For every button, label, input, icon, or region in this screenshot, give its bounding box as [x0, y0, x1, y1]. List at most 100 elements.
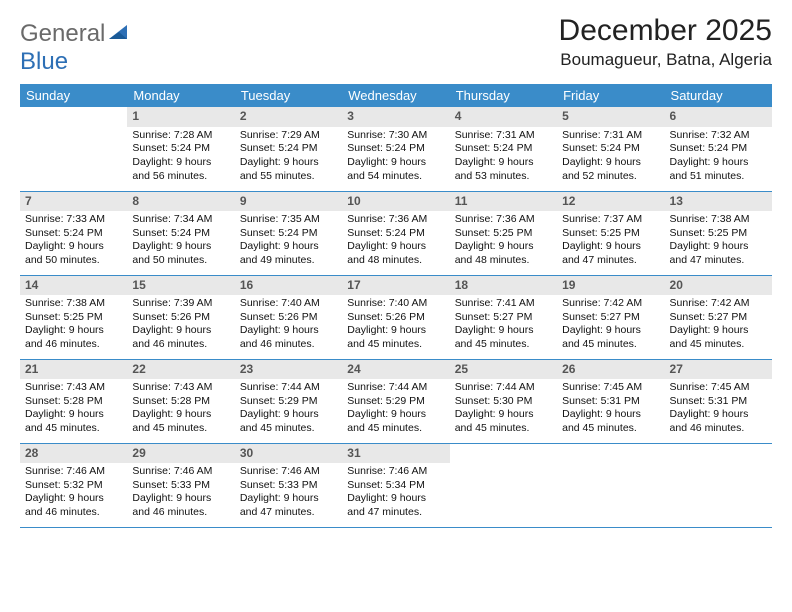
calendar-cell: 31Sunrise: 7:46 AMSunset: 5:34 PMDayligh…	[342, 443, 449, 527]
calendar-row: 28Sunrise: 7:46 AMSunset: 5:32 PMDayligh…	[20, 443, 772, 527]
day-details: Sunrise: 7:31 AMSunset: 5:24 PMDaylight:…	[557, 127, 664, 188]
calendar-cell: 2Sunrise: 7:29 AMSunset: 5:24 PMDaylight…	[235, 107, 342, 191]
day-details: Sunrise: 7:32 AMSunset: 5:24 PMDaylight:…	[665, 127, 772, 188]
sunrise-line: Sunrise: 7:39 AM	[132, 297, 229, 311]
day-number: 23	[235, 360, 342, 380]
day-number: 28	[20, 444, 127, 464]
calendar-cell: 27Sunrise: 7:45 AMSunset: 5:31 PMDayligh…	[665, 359, 772, 443]
calendar-table: SundayMondayTuesdayWednesdayThursdayFrid…	[20, 84, 772, 528]
calendar-cell: 20Sunrise: 7:42 AMSunset: 5:27 PMDayligh…	[665, 275, 772, 359]
calendar-cell: 23Sunrise: 7:44 AMSunset: 5:29 PMDayligh…	[235, 359, 342, 443]
day-details: Sunrise: 7:44 AMSunset: 5:29 PMDaylight:…	[235, 379, 342, 440]
day-details: Sunrise: 7:46 AMSunset: 5:32 PMDaylight:…	[20, 463, 127, 524]
weekday-header: Sunday	[20, 84, 127, 107]
sunrise-line: Sunrise: 7:34 AM	[132, 213, 229, 227]
daylight-line: Daylight: 9 hours and 49 minutes.	[240, 240, 337, 267]
calendar-row: 14Sunrise: 7:38 AMSunset: 5:25 PM Dayligh…	[20, 275, 772, 359]
day-details: Sunrise: 7:42 AMSunset: 5:27 PMDaylight:…	[665, 295, 772, 356]
sunset-line: Sunset: 5:24 PM	[132, 227, 229, 241]
calendar-cell: 21Sunrise: 7:43 AMSunset: 5:28 PMDayligh…	[20, 359, 127, 443]
calendar-cell: 19Sunrise: 7:42 AMSunset: 5:27 PMDayligh…	[557, 275, 664, 359]
sunrise-line: Sunrise: 7:31 AM	[455, 129, 552, 143]
day-details: Sunrise: 7:36 AMSunset: 5:24 PMDaylight:…	[342, 211, 449, 272]
day-details: Sunrise: 7:44 AMSunset: 5:30 PMDaylight:…	[450, 379, 557, 440]
sunrise-line: Sunrise: 7:30 AM	[347, 129, 444, 143]
sunrise-line: Sunrise: 7:36 AM	[455, 213, 552, 227]
day-details: Sunrise: 7:29 AMSunset: 5:24 PMDaylight:…	[235, 127, 342, 188]
sunrise-line: Sunrise: 7:36 AM	[347, 213, 444, 227]
sunrise-line: Sunrise: 7:46 AM	[347, 465, 444, 479]
day-details: Sunrise: 7:30 AMSunset: 5:24 PMDaylight:…	[342, 127, 449, 188]
day-details: Sunrise: 7:34 AMSunset: 5:24 PMDaylight:…	[127, 211, 234, 272]
day-number: 11	[450, 192, 557, 212]
sunset-line: Sunset: 5:27 PM	[455, 311, 552, 325]
sunrise-line: Sunrise: 7:28 AM	[132, 129, 229, 143]
weekday-header: Thursday	[450, 84, 557, 107]
calendar-cell: 18Sunrise: 7:41 AMSunset: 5:27 PMDayligh…	[450, 275, 557, 359]
day-number: 14	[20, 276, 127, 296]
daylight-line: Daylight: 9 hours and 48 minutes.	[347, 240, 444, 267]
sunset-line: Sunset: 5:25 PM	[25, 311, 122, 325]
sunrise-line: Sunrise: 7:43 AM	[25, 381, 122, 395]
sunrise-line: Sunrise: 7:41 AM	[455, 297, 552, 311]
calendar-cell: 7Sunrise: 7:33 AMSunset: 5:24 PMDaylight…	[20, 191, 127, 275]
day-number: 2	[235, 107, 342, 127]
day-details: Sunrise: 7:39 AMSunset: 5:26 PMDaylight:…	[127, 295, 234, 356]
day-number: 26	[557, 360, 664, 380]
calendar-cell: 30Sunrise: 7:46 AMSunset: 5:33 PMDayligh…	[235, 443, 342, 527]
calendar-cell: 17Sunrise: 7:40 AMSunset: 5:26 PMDayligh…	[342, 275, 449, 359]
day-number: 18	[450, 276, 557, 296]
weekday-header: Saturday	[665, 84, 772, 107]
day-number: 21	[20, 360, 127, 380]
day-number: 10	[342, 192, 449, 212]
daylight-line: Daylight: 9 hours and 45 minutes.	[562, 408, 659, 435]
weekday-header: Monday	[127, 84, 234, 107]
calendar-cell: 14Sunrise: 7:38 AMSunset: 5:25 PMDayligh…	[20, 275, 127, 359]
daylight-line: Daylight: 9 hours and 46 minutes.	[25, 492, 122, 519]
calendar-cell: 12Sunrise: 7:37 AMSunset: 5:25 PMDayligh…	[557, 191, 664, 275]
logo: GeneralBlue	[20, 14, 129, 76]
day-number: 12	[557, 192, 664, 212]
calendar-cell: 22Sunrise: 7:43 AMSunset: 5:28 PMDayligh…	[127, 359, 234, 443]
day-number: 30	[235, 444, 342, 464]
sunrise-line: Sunrise: 7:46 AM	[25, 465, 122, 479]
sunrise-line: Sunrise: 7:44 AM	[347, 381, 444, 395]
calendar-cell: 24Sunrise: 7:44 AMSunset: 5:29 PMDayligh…	[342, 359, 449, 443]
daylight-line: Daylight: 9 hours and 55 minutes.	[240, 156, 337, 183]
calendar-cell: 3Sunrise: 7:30 AMSunset: 5:24 PMDaylight…	[342, 107, 449, 191]
location: Boumagueur, Batna, Algeria	[559, 50, 772, 70]
sunset-line: Sunset: 5:32 PM	[25, 479, 122, 493]
sunset-line: Sunset: 5:24 PM	[455, 142, 552, 156]
day-details: Sunrise: 7:35 AMSunset: 5:24 PMDaylight:…	[235, 211, 342, 272]
sunset-line: Sunset: 5:33 PM	[240, 479, 337, 493]
day-details: Sunrise: 7:45 AMSunset: 5:31 PMDaylight:…	[665, 379, 772, 440]
daylight-line: Daylight: 9 hours and 53 minutes.	[455, 156, 552, 183]
day-number: 25	[450, 360, 557, 380]
sunrise-line: Sunrise: 7:44 AM	[455, 381, 552, 395]
sunrise-line: Sunrise: 7:40 AM	[347, 297, 444, 311]
day-number: 20	[665, 276, 772, 296]
daylight-line: Daylight: 9 hours and 45 minutes.	[347, 408, 444, 435]
sunrise-line: Sunrise: 7:35 AM	[240, 213, 337, 227]
sunset-line: Sunset: 5:25 PM	[670, 227, 767, 241]
weekday-header: Tuesday	[235, 84, 342, 107]
calendar-row: 1Sunrise: 7:28 AMSunset: 5:24 PMDaylight…	[20, 107, 772, 191]
sunset-line: Sunset: 5:24 PM	[240, 142, 337, 156]
weekday-row: SundayMondayTuesdayWednesdayThursdayFrid…	[20, 84, 772, 107]
sunset-line: Sunset: 5:24 PM	[562, 142, 659, 156]
sunset-line: Sunset: 5:33 PM	[132, 479, 229, 493]
day-number: 24	[342, 360, 449, 380]
daylight-line: Daylight: 9 hours and 46 minutes.	[132, 324, 229, 351]
sunset-line: Sunset: 5:24 PM	[240, 227, 337, 241]
calendar-cell: 25Sunrise: 7:44 AMSunset: 5:30 PMDayligh…	[450, 359, 557, 443]
calendar-page: GeneralBlue December 2025 Boumagueur, Ba…	[0, 0, 792, 528]
daylight-line: Daylight: 9 hours and 47 minutes.	[240, 492, 337, 519]
calendar-cell: 6Sunrise: 7:32 AMSunset: 5:24 PMDaylight…	[665, 107, 772, 191]
title-block: December 2025 Boumagueur, Batna, Algeria	[559, 14, 772, 70]
sunrise-line: Sunrise: 7:38 AM	[25, 297, 122, 311]
sunrise-line: Sunrise: 7:32 AM	[670, 129, 767, 143]
daylight-line: Daylight: 9 hours and 45 minutes.	[347, 324, 444, 351]
sunset-line: Sunset: 5:29 PM	[347, 395, 444, 409]
sunset-line: Sunset: 5:27 PM	[670, 311, 767, 325]
daylight-line: Daylight: 9 hours and 46 minutes.	[670, 408, 767, 435]
